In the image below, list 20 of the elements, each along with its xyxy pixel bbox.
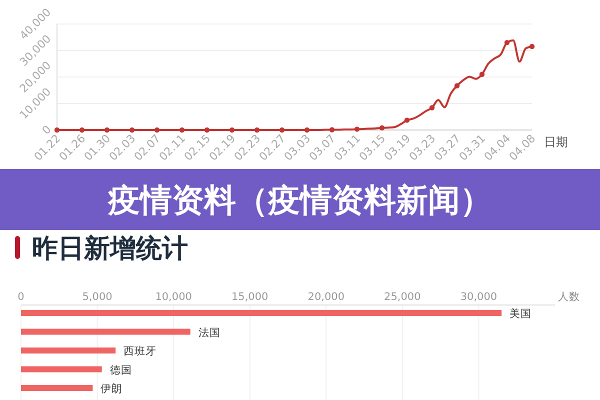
x-tick-label: 25,000 — [384, 291, 421, 303]
x-axis-title: 人数 — [558, 291, 580, 303]
y-tick-label: 伊朗 — [100, 382, 123, 395]
bar — [21, 385, 93, 391]
y-tick-label: 德国 — [110, 364, 132, 376]
chart-subtitle: 昨日新增统计 — [32, 234, 188, 264]
x-tick-label: 20,000 — [308, 291, 345, 303]
bar — [21, 366, 102, 372]
y-tick-label: 西班牙 — [124, 344, 157, 358]
x-axis-title: 日期 — [544, 135, 568, 149]
x-tick-label: 15,000 — [231, 291, 268, 303]
bar — [21, 348, 116, 354]
x-tick-label: 10,000 — [155, 291, 192, 303]
y-tick-label: 法国 — [198, 326, 220, 339]
x-tick-label: 5,000 — [82, 291, 112, 303]
y-tick-label: 美国 — [510, 307, 532, 320]
chart-title: 疫情资料（疫情资料新闻） — [107, 181, 492, 219]
x-tick-label: 30,000 — [460, 291, 498, 303]
bar — [21, 310, 502, 316]
bar — [21, 328, 190, 335]
